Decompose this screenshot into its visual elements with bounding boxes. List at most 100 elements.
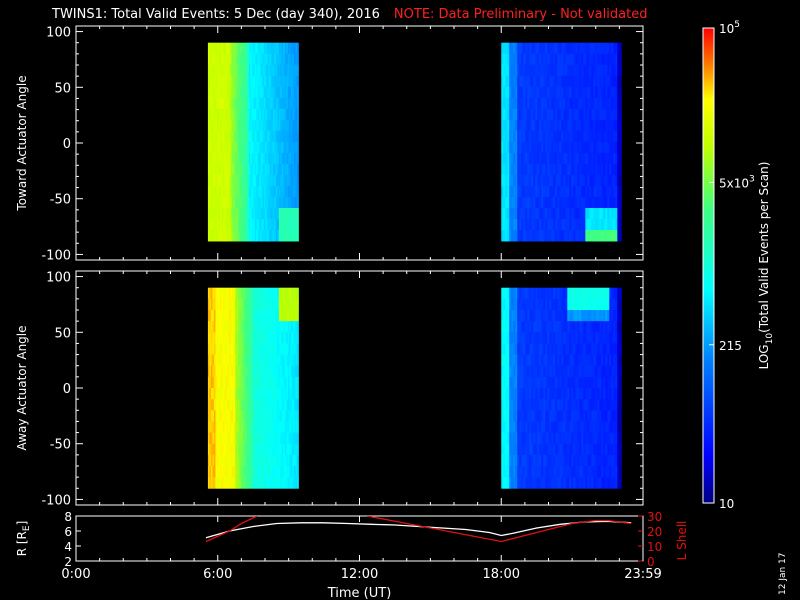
heatmap-cell <box>563 53 566 66</box>
heatmap-cell <box>535 174 538 187</box>
heatmap-cell <box>545 388 548 400</box>
heatmap-cell <box>537 399 540 411</box>
heatmap-cell <box>519 174 522 187</box>
heatmap-cell <box>263 185 266 198</box>
heatmap-cell <box>513 75 516 88</box>
heatmap-cell <box>272 97 275 110</box>
heatmap-cell <box>509 310 512 322</box>
heatmap-cell <box>215 196 218 209</box>
heatmap-cell <box>501 310 504 322</box>
heatmap-cell <box>613 454 616 467</box>
heatmap-cell <box>541 365 544 378</box>
heatmap-cell <box>281 343 284 355</box>
heatmap-cell <box>219 410 222 422</box>
heatmap-cell <box>595 219 598 231</box>
heatmap-cell <box>229 298 231 311</box>
heatmap-cell <box>260 454 263 467</box>
heatmap-cell <box>280 321 283 333</box>
heatmap-cell <box>275 174 278 187</box>
heatmap-cell <box>268 388 271 400</box>
heatmap-cell <box>523 86 526 99</box>
heatmap-cell <box>296 388 299 400</box>
heatmap-cell <box>619 354 622 367</box>
heatmap-cell <box>269 321 272 333</box>
heatmap-cell <box>585 219 588 231</box>
heatmap-cell <box>581 174 584 187</box>
x-tick-label: 23:59 <box>624 567 661 582</box>
heatmap-cell <box>292 196 295 209</box>
heatmap-cell <box>241 443 244 456</box>
heatmap-cell <box>210 219 213 231</box>
heatmap-cell <box>547 432 550 445</box>
heatmap-cell <box>232 163 234 176</box>
heatmap-cell <box>593 185 596 198</box>
heatmap-cell <box>209 287 212 300</box>
heatmap-cell <box>509 152 512 165</box>
heatmap-cell <box>238 321 240 333</box>
heatmap-cell <box>601 432 604 445</box>
heatmap-cell <box>525 421 528 433</box>
heatmap-cell <box>269 174 272 187</box>
heatmap-cell <box>619 64 622 77</box>
heatmap-cell <box>521 310 524 322</box>
heatmap-cell <box>293 354 296 367</box>
heatmap-cell <box>223 388 225 400</box>
heatmap-cell <box>280 152 283 165</box>
heatmap-cell <box>275 354 278 367</box>
heatmap-cell <box>238 75 240 88</box>
heatmap-cell <box>229 196 231 209</box>
heatmap-cell <box>591 454 594 467</box>
heatmap-cell <box>266 310 269 322</box>
heatmap-cell <box>262 454 265 467</box>
heatmap-cell <box>513 287 516 300</box>
heatmap-cell <box>262 287 265 300</box>
heatmap-cell <box>268 219 271 231</box>
heatmap-cell <box>513 354 516 367</box>
away-ylabel: Away Actuator Angle <box>15 325 29 450</box>
heatmap-cell <box>603 354 606 367</box>
heatmap-cell <box>591 399 594 411</box>
heatmap-cell <box>503 141 506 154</box>
heatmap-cell <box>555 119 558 132</box>
heatmap-cell <box>603 410 606 422</box>
heatmap-cell <box>216 42 219 55</box>
heatmap-cell <box>245 399 248 411</box>
heatmap-cell <box>275 376 278 389</box>
heatmap-cell <box>223 141 225 154</box>
heatmap-cell <box>254 230 257 242</box>
heatmap-cell <box>262 53 265 66</box>
heatmap-cell <box>286 421 289 433</box>
heatmap-cell <box>275 196 278 209</box>
heatmap-cell <box>583 354 586 367</box>
heatmap-cell <box>517 454 520 467</box>
heatmap-cell <box>541 97 544 110</box>
heatmap-cell <box>293 287 296 300</box>
heatmap-cell <box>505 53 508 66</box>
heatmap-cell <box>511 287 514 300</box>
heatmap-cell <box>290 42 293 55</box>
heatmap-cell <box>233 219 236 231</box>
heatmap-cell <box>295 53 298 66</box>
heatmap-cell <box>527 130 530 143</box>
heatmap-cell <box>215 354 218 367</box>
heatmap-cell <box>289 399 292 411</box>
heatmap-cell <box>250 119 253 132</box>
heatmap-cell <box>209 119 212 132</box>
heatmap-cell <box>597 152 600 165</box>
heatmap-cell <box>589 141 592 154</box>
heatmap-cell <box>617 64 620 77</box>
heatmap-cell <box>259 196 262 209</box>
heatmap-cell <box>553 119 556 132</box>
heatmap-cell <box>235 97 237 110</box>
heatmap-cell <box>238 354 240 367</box>
heatmap-cell <box>515 365 518 378</box>
heatmap-cell <box>599 410 602 422</box>
heatmap-cell <box>235 388 237 400</box>
heatmap-cell <box>233 64 236 77</box>
heatmap-cell <box>529 185 532 198</box>
heatmap-cell <box>607 287 610 300</box>
heatmap-cell <box>223 354 225 367</box>
heatmap-cell <box>501 53 504 66</box>
heatmap-cell <box>236 376 239 389</box>
heatmap-cell <box>611 388 614 400</box>
